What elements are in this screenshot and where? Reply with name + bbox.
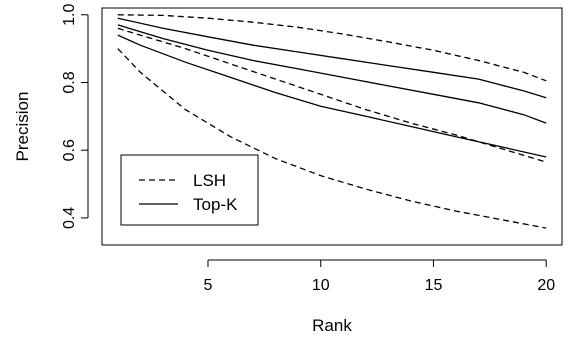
legend: LSH Top-K [120, 154, 259, 226]
y-tick-label: 0.6 [61, 139, 78, 161]
y-axis-title: Precision [13, 92, 32, 162]
x-tick-label: 20 [537, 277, 555, 294]
x-tick-label: 10 [312, 277, 330, 294]
x-tick-label: 5 [204, 277, 213, 294]
legend-label-top-k: Top-K [193, 195, 238, 214]
y-tick-label: 0.8 [61, 71, 78, 93]
y-tick-label: 0.4 [61, 207, 78, 229]
x-axis-title: Rank [312, 316, 352, 335]
series-line-top-k-4 [117, 17, 547, 99]
series-line-lsh-1 [117, 14, 547, 82]
legend-label-lsh: LSH [193, 171, 226, 190]
series-line-top-k-5 [117, 24, 547, 124]
y-tick-label: 1.0 [61, 4, 78, 26]
x-tick-label: 15 [425, 277, 443, 294]
axes: 5 10 15 20 0.4 0.6 0.8 1.0 [61, 4, 563, 294]
plot-frame [101, 7, 563, 246]
series-line-top-k-6 [117, 34, 547, 158]
series-line-lsh-3 [117, 48, 547, 229]
plot-area [117, 14, 547, 229]
legend-box [120, 154, 259, 226]
